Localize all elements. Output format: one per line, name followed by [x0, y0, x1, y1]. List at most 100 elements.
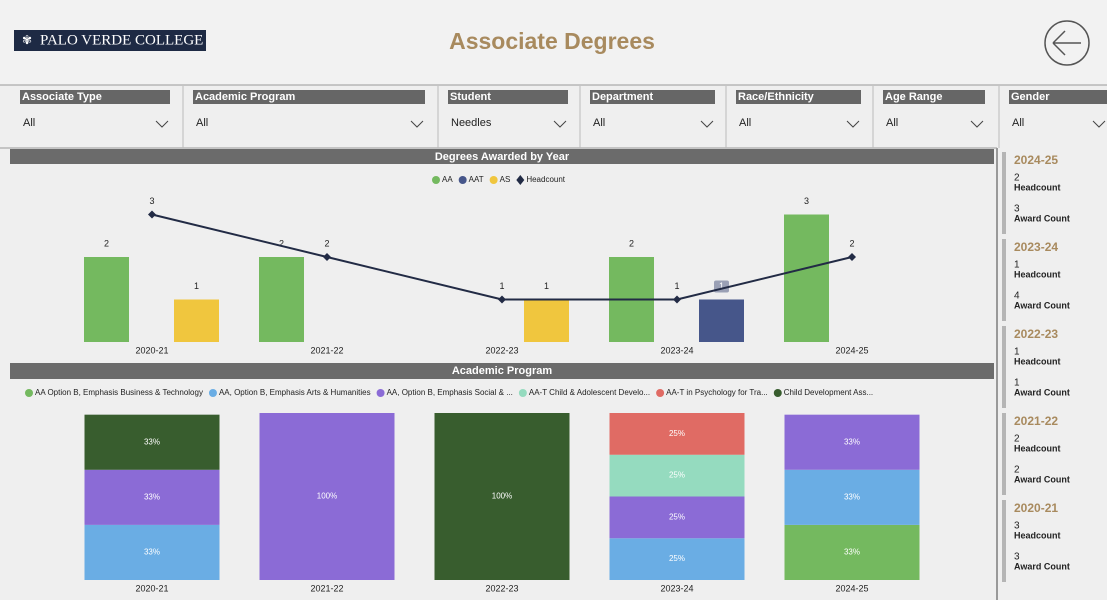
x-tick-label: 2022-23 — [485, 345, 518, 355]
card-value: 1 — [1014, 378, 1020, 389]
bar-segment — [84, 469, 220, 525]
card-value: 4 — [1014, 291, 1020, 302]
data-label: 2 — [279, 238, 284, 248]
bar-segment — [259, 413, 395, 580]
legend-label: AA — [442, 175, 453, 184]
filter-value[interactable]: All — [23, 117, 35, 129]
dropdown-chevron[interactable] — [410, 120, 424, 128]
x-tick-label: 2021-22 — [310, 345, 343, 355]
data-label: 1 — [499, 281, 504, 291]
filter-label: Associate Type — [22, 91, 102, 103]
card-value: 2 — [1014, 173, 1020, 184]
filter-value[interactable]: All — [886, 117, 898, 129]
legend-swatch — [518, 389, 527, 397]
legend-swatch — [516, 175, 525, 185]
data-label: 33% — [844, 492, 860, 501]
dropdown-chevron[interactable] — [553, 120, 567, 128]
legend-label: AA-T Child & Adolescent Develo... — [529, 388, 650, 397]
card-accent — [1002, 152, 1006, 234]
card-title: 2022-23 — [1014, 327, 1058, 341]
data-label: 1 — [719, 281, 724, 291]
bar-segment — [784, 469, 920, 525]
data-label: 25% — [669, 429, 685, 438]
x-tick-label: 2023-24 — [660, 345, 693, 355]
page-title: Associate Degrees — [449, 28, 655, 54]
chart-title: Academic Program — [452, 365, 552, 377]
data-label: 1 — [674, 281, 679, 291]
legend-label: AA, Option B, Emphasis Arts & Humanities — [219, 388, 371, 397]
data-label: 2 — [849, 238, 854, 248]
line-marker — [498, 295, 506, 304]
data-label: 1 — [194, 281, 199, 291]
line-marker — [673, 295, 681, 304]
data-label: 33% — [144, 492, 160, 501]
card-label: Award Count — [1014, 387, 1070, 397]
bar — [784, 214, 829, 342]
bar-segment — [784, 524, 920, 580]
legend-swatch — [489, 176, 498, 184]
filter-value[interactable]: All — [739, 117, 751, 129]
bar — [524, 299, 569, 342]
bar-segment — [609, 454, 745, 497]
bar-segment — [609, 538, 745, 580]
filter-label-bg — [736, 90, 861, 104]
x-tick-label: 2020-21 — [135, 345, 168, 355]
filter-label: Race/Ethnicity — [738, 91, 815, 103]
filter-value[interactable]: All — [593, 117, 605, 129]
card-value: 3 — [1014, 552, 1020, 563]
bar-segment — [609, 496, 745, 539]
logo-box — [14, 30, 206, 51]
data-label: 25% — [669, 471, 685, 480]
filter-value[interactable]: All — [196, 117, 208, 129]
filter-label-bg — [1009, 90, 1107, 104]
line-marker — [848, 253, 856, 261]
card-title: 2020-21 — [1014, 501, 1058, 515]
filter-value[interactable]: Needles — [451, 117, 492, 129]
back-circle[interactable] — [1044, 20, 1090, 66]
card-label: Headcount — [1014, 356, 1061, 366]
chart-title-bar — [10, 363, 994, 379]
filter-label-bg — [590, 90, 715, 104]
card-title: 2021-22 — [1014, 414, 1058, 428]
line-marker — [323, 253, 331, 261]
legend-swatch — [432, 176, 440, 184]
dropdown-chevron[interactable] — [700, 120, 714, 128]
legend-swatch — [25, 389, 33, 397]
filter-label-bg — [448, 90, 568, 104]
data-label: 33% — [144, 437, 160, 446]
card-label: Headcount — [1014, 443, 1061, 453]
legend-swatch — [773, 389, 782, 397]
legend-label: AAT — [469, 175, 484, 184]
back-button[interactable] — [1044, 20, 1090, 66]
dropdown-chevron[interactable] — [846, 120, 860, 128]
x-tick-label: 2024-25 — [835, 345, 868, 355]
legend-label: AA-T in Psychology for Tra... — [666, 388, 768, 397]
dropdown-chevron[interactable] — [1092, 120, 1106, 128]
card-label: Headcount — [1014, 182, 1061, 192]
legend-label: Child Development Ass... — [784, 388, 873, 397]
filter-label-bg — [20, 90, 170, 104]
legend-label: AA, Option B, Emphasis Social & ... — [387, 388, 513, 397]
bar-segment — [84, 524, 220, 580]
data-label: 25% — [669, 512, 685, 521]
dropdown-chevron[interactable] — [970, 120, 984, 128]
logo-icon: ✾ — [22, 33, 32, 47]
bar-segment — [434, 413, 570, 580]
filter-label: Age Range — [885, 91, 942, 103]
data-label: 2 — [324, 238, 329, 248]
bar-segment — [84, 414, 220, 470]
bar — [259, 257, 304, 342]
back-arrow[interactable] — [1052, 30, 1081, 56]
bar-segment — [784, 414, 920, 470]
x-tick-label: 2020-21 — [135, 583, 168, 593]
card-accent — [1002, 326, 1006, 408]
card-label: Award Count — [1014, 561, 1070, 571]
filter-label: Gender — [1011, 91, 1050, 103]
card-value: 3 — [1014, 521, 1020, 532]
filter-value[interactable]: All — [1012, 117, 1024, 129]
legend-label: AA Option B, Emphasis Business & Technol… — [35, 388, 203, 397]
dropdown-chevron[interactable] — [155, 120, 169, 128]
card-title: 2024-25 — [1014, 153, 1058, 167]
card-label: Award Count — [1014, 300, 1070, 310]
